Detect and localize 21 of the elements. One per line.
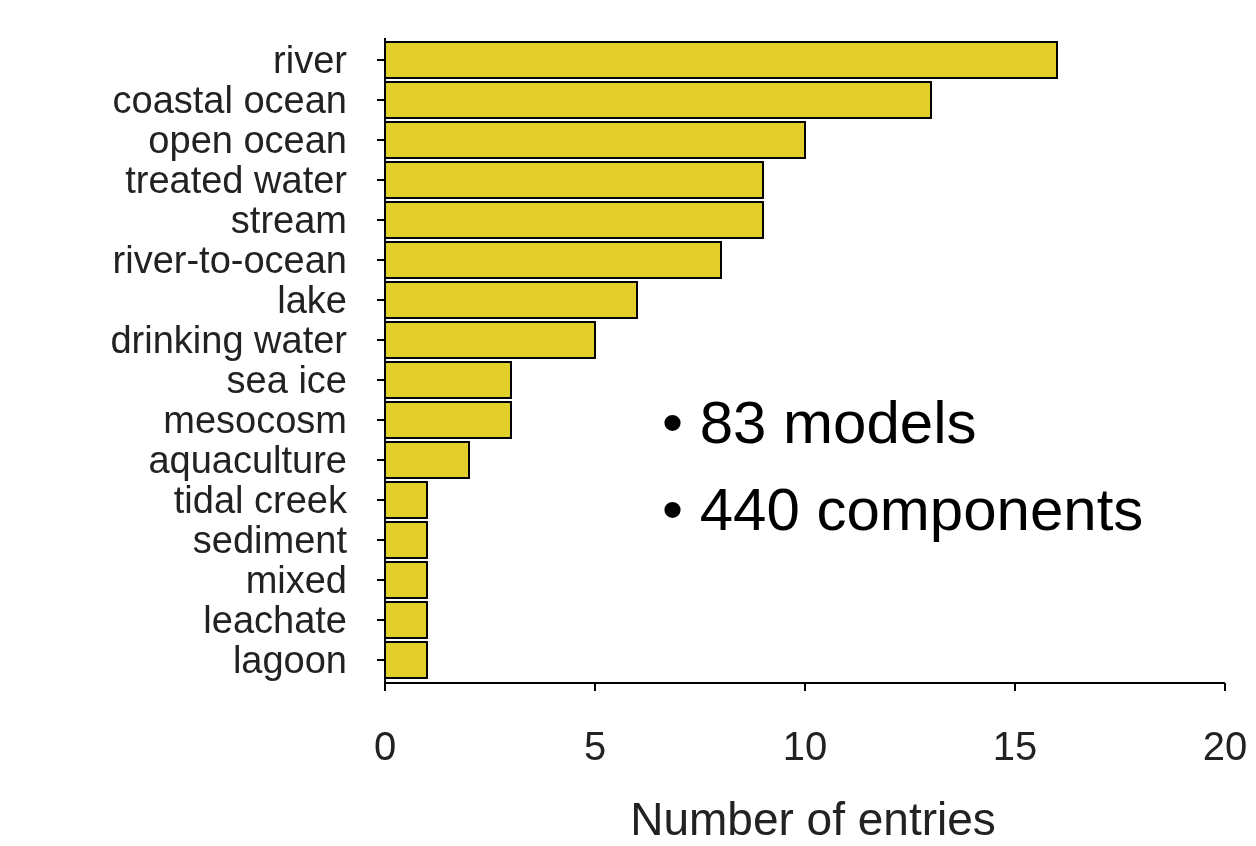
y-tick-label: lagoon <box>232 639 347 682</box>
x-tick-label: 15 <box>992 724 1038 768</box>
annotation: • 83 models <box>662 389 977 456</box>
y-tick-label: lake <box>277 279 347 322</box>
x-tick-label: 20 <box>1202 724 1248 768</box>
x-tick-label: 0 <box>373 724 397 768</box>
y-tick-label: stream <box>230 199 347 242</box>
y-tick-label: river <box>273 39 348 82</box>
y-tick-label: mesocosm <box>163 399 347 442</box>
y-tick-label: mixed <box>245 559 347 602</box>
x-axis-title: Number of entries <box>630 793 996 845</box>
y-tick-label: open ocean <box>148 119 347 162</box>
y-tick-label: sediment <box>192 519 348 562</box>
y-tick-label: coastal ocean <box>112 79 347 122</box>
y-tick-label: drinking water <box>110 319 348 362</box>
x-tick-label: 5 <box>583 724 607 768</box>
y-tick-label: leachate <box>203 599 347 642</box>
y-tick-label: river-to-ocean <box>112 239 347 282</box>
x-tick-label: 10 <box>782 724 828 768</box>
y-tick-label: aquaculture <box>148 439 347 482</box>
annotation: • 440 components <box>662 476 1144 543</box>
